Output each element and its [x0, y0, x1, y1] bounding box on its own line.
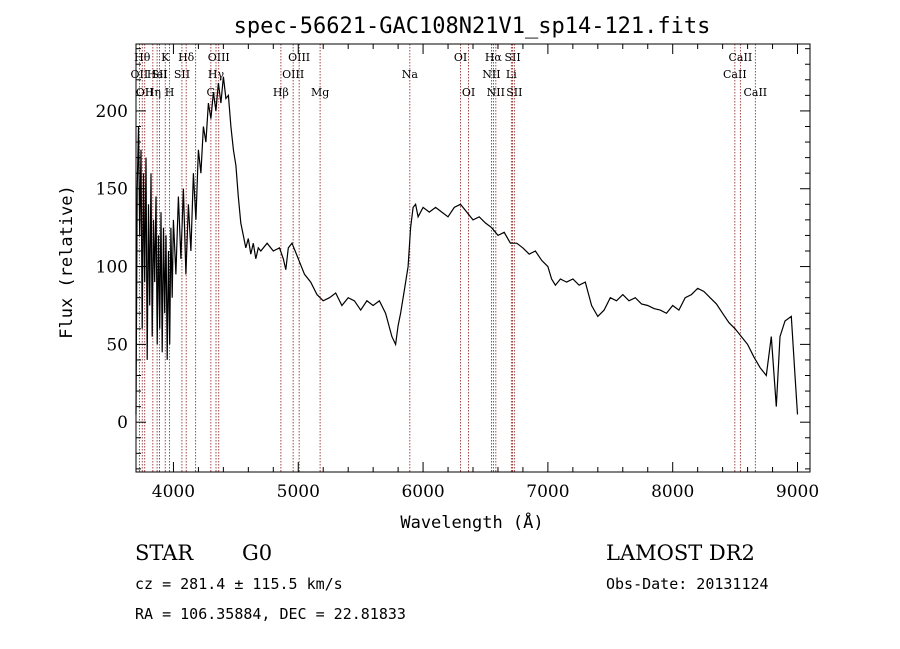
x-axis-label: Wavelength (Å) — [400, 511, 543, 533]
observation-date: Obs-Date: 20131124 — [606, 575, 769, 593]
y-tick-label: 50 — [106, 335, 128, 355]
spectral-line-label: Hα — [485, 51, 503, 64]
spectral-line-markers — [138, 44, 756, 472]
object-class: STAR — [135, 541, 194, 565]
survey-name: LAMOST DR2 — [606, 541, 755, 565]
spectral-line-label: OII — [131, 68, 149, 81]
spectrum-series-line — [135, 76, 799, 415]
x-axis-ticks: 4000 5000 6000 7000 8000 9000 — [152, 44, 819, 502]
spectral-line-label: NII — [482, 68, 500, 81]
redshift-cz: cz = 281.4 ± 115.5 km/s — [135, 575, 343, 593]
object-subclass: G0 — [242, 541, 272, 565]
spectral-line-label: CaII — [723, 68, 747, 81]
spectral-line-label: Hγ — [208, 68, 225, 81]
spectral-line-label: K — [161, 51, 170, 64]
spectral-line-label: SII — [506, 86, 522, 99]
chart-title: spec-56621-GAC108N21V1_sp14-121.fits — [234, 14, 711, 39]
spectral-line-label: OIII — [288, 51, 310, 64]
plot-frame — [135, 43, 811, 473]
spectral-line-label: SII — [174, 68, 190, 81]
x-tick-label: 6000 — [401, 482, 444, 502]
y-tick-label: 150 — [96, 180, 128, 200]
y-axis-label: Flux (relative) — [57, 185, 77, 339]
spectral-line-label: Hβ — [273, 86, 289, 99]
spectral-line-label: NII — [487, 86, 505, 99]
spectral-line-label: Hη — [145, 86, 161, 99]
spectral-line-label: SII — [151, 68, 167, 81]
spectral-line-label: Hδ — [178, 51, 195, 64]
y-tick-label: 200 — [96, 102, 128, 122]
spectral-line-label: Na — [402, 68, 419, 81]
x-tick-label: 9000 — [776, 482, 819, 502]
spectral-line-label: OIII — [208, 51, 230, 64]
ra-dec-coordinates: RA = 106.35884, DEC = 22.81833 — [135, 605, 406, 623]
spectral-line-label: Mg — [311, 86, 329, 99]
spectral-line-label: HeI — [147, 68, 167, 81]
spectral-line-labels: OIIHθOIIHηHeISIIKHSIIHδGHγOIIIHβOIIIOIII… — [131, 51, 768, 99]
y-tick-label: 100 — [96, 258, 128, 278]
spectral-line-label: OIII — [282, 68, 304, 81]
spectral-line-label: Li — [506, 68, 517, 81]
x-tick-label: 5000 — [277, 482, 320, 502]
spectral-line-label: CaII — [743, 86, 767, 99]
x-tick-label: 4000 — [152, 482, 195, 502]
spectral-line-label: G — [206, 86, 215, 99]
x-tick-label: 7000 — [526, 482, 569, 502]
spectral-line-label: OI — [454, 51, 467, 64]
y-tick-label: 0 — [117, 413, 128, 433]
spectral-line-label: SII — [504, 51, 520, 64]
y-axis-ticks: 0 50 100 150 200 — [96, 48, 810, 470]
x-tick-label: 8000 — [651, 482, 694, 502]
spectral-line-label: OI — [462, 86, 475, 99]
spectral-line-label: CaII — [729, 51, 753, 64]
spectral-line-label: H — [165, 86, 175, 99]
spectral-line-label: Hθ — [134, 51, 151, 64]
